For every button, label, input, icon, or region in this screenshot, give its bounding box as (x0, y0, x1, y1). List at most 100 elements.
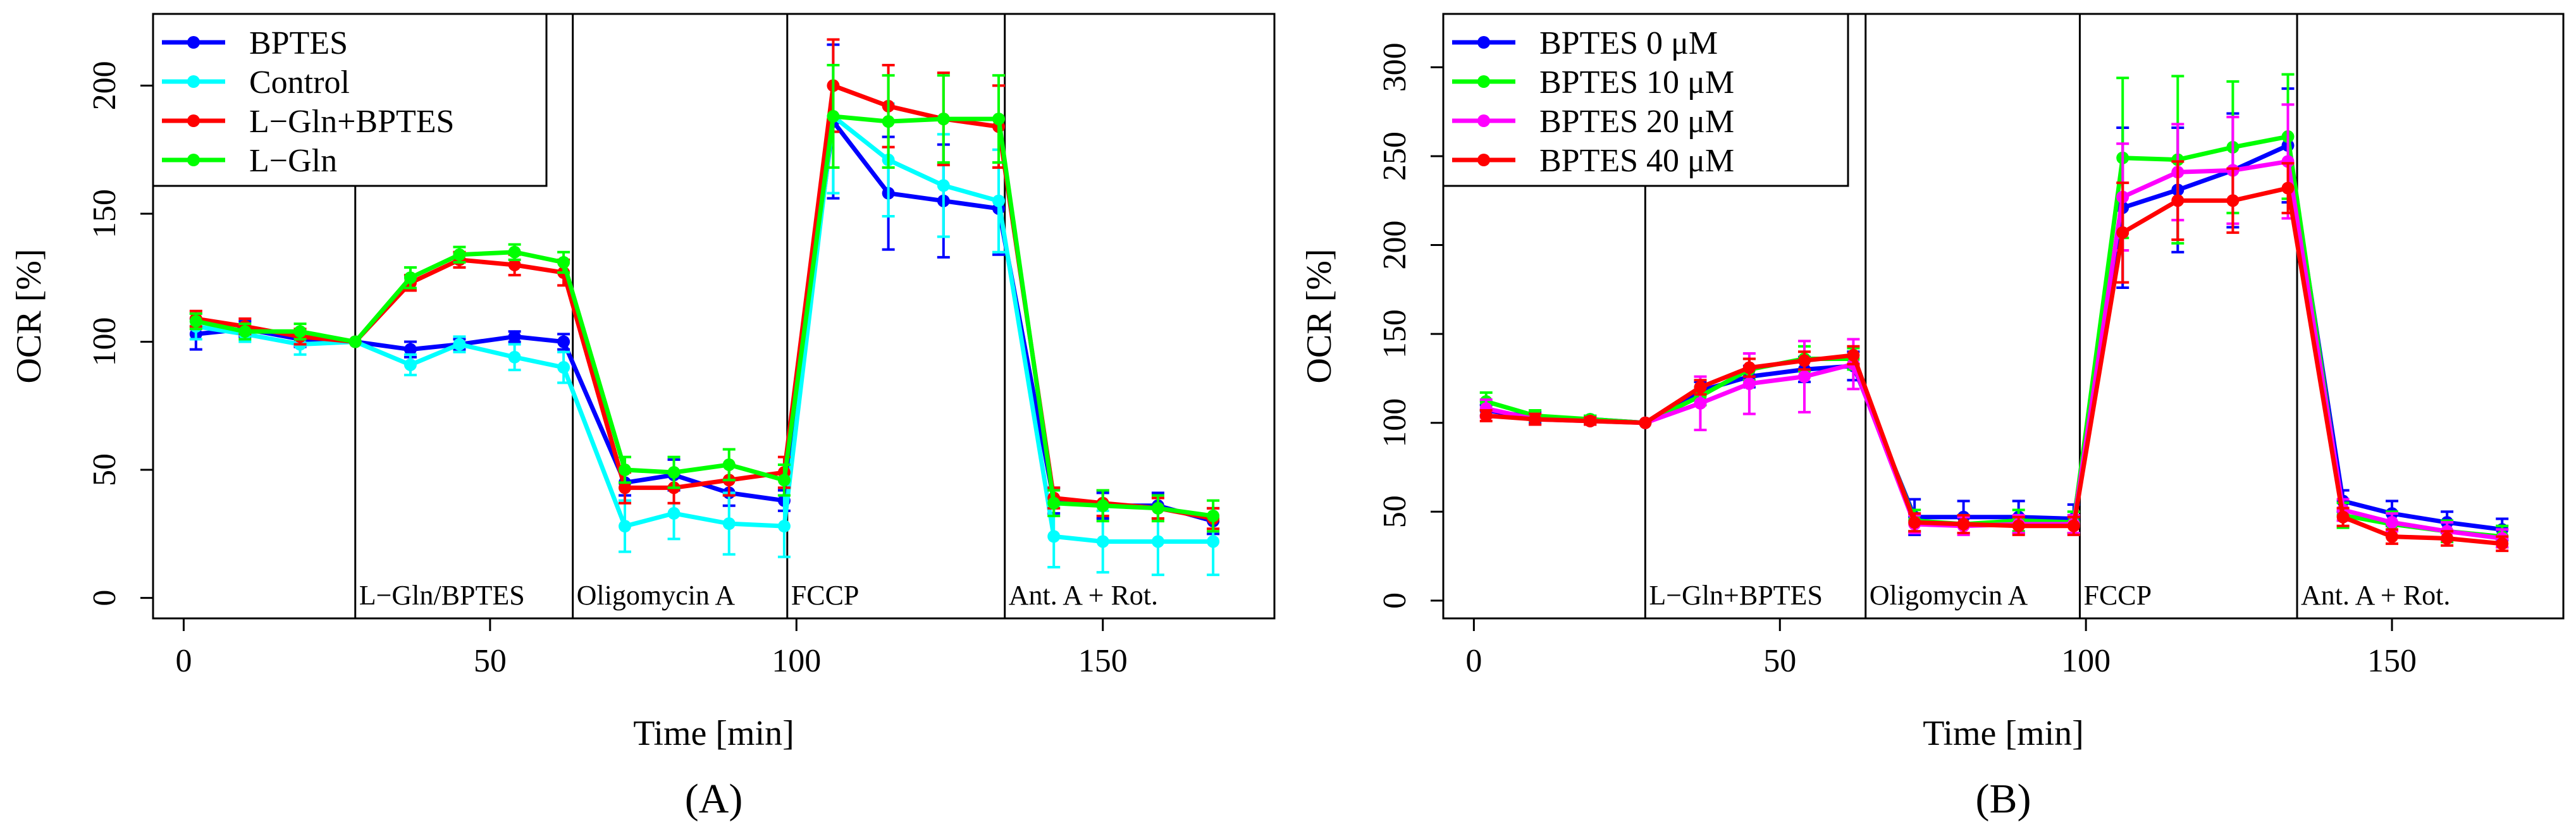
series-line (1486, 186, 2503, 546)
panel-a: 0 50 100 150 0 50 100 150 200 Time [min] OCR [%] (A… (9, 13, 1276, 822)
legend-label: L−Gln+BPTES (249, 104, 454, 140)
legend-swatch-point (187, 36, 200, 49)
legend-label: BPTES 0 μM (1539, 25, 1718, 61)
data-point (777, 520, 791, 533)
series-3 (189, 64, 1220, 533)
data-point (404, 358, 417, 371)
x-tick-label: 0 (175, 643, 192, 679)
data-point (1957, 517, 1970, 530)
injection-label: Ant. A + Rot. (1009, 580, 1158, 611)
legend-swatch-point (1477, 75, 1490, 88)
injection-label: L−Gln/BPTES (359, 580, 525, 611)
data-point (937, 179, 950, 192)
x-tick-label: 150 (2367, 643, 2417, 679)
series-line (195, 114, 1214, 544)
y-tick-label: 100 (1377, 398, 1413, 448)
data-point (1479, 409, 1493, 422)
legend-swatch-point (1477, 154, 1490, 166)
data-point (2386, 530, 2399, 543)
data-point (2116, 226, 2129, 239)
y-tick-label: 50 (1377, 495, 1413, 528)
data-point (937, 113, 950, 126)
data-point (722, 458, 736, 471)
data-point (619, 481, 632, 494)
series-line (195, 114, 1214, 518)
panel-label: (B) (1976, 776, 2031, 822)
y-tick-label: 100 (87, 317, 123, 367)
data-point (557, 255, 570, 269)
y-tick-label: 250 (1377, 132, 1413, 181)
panel-label: (A) (685, 776, 743, 822)
data-point (1047, 496, 1061, 510)
legend-label: BPTES 20 μM (1539, 104, 1734, 140)
legend-label: Control (249, 64, 350, 101)
series-3 (1479, 160, 2509, 553)
data-point (404, 343, 417, 356)
y-tick-label: 300 (1377, 42, 1413, 92)
legend-label: L−Gln (249, 143, 337, 179)
data-point (557, 361, 570, 374)
data-point (2281, 181, 2295, 195)
legend-swatch-point (187, 114, 200, 127)
data-point (722, 517, 736, 530)
y-tick-label: 150 (1377, 309, 1413, 359)
plot-frame (152, 13, 1276, 620)
series-line (1485, 134, 2503, 539)
data-point (2336, 510, 2350, 524)
data-point (2012, 519, 2025, 532)
data-point (293, 325, 307, 338)
data-point (1797, 370, 1811, 383)
data-point (508, 330, 521, 343)
data-point (1584, 414, 1597, 427)
injection-label: Ant. A + Rot. (2301, 580, 2450, 611)
injection-label: L−Gln+BPTES (1649, 580, 1823, 611)
data-point (1529, 413, 1542, 426)
data-point (827, 110, 840, 123)
injection-label: FCCP (791, 580, 860, 611)
y-axis-label: OCR [%] (9, 248, 49, 383)
y-tick-label: 200 (87, 61, 123, 110)
data-point (667, 506, 681, 520)
injection-label: Oligomycin A (577, 580, 736, 611)
data-point (508, 245, 521, 259)
data-point (453, 338, 466, 351)
injection-label: FCCP (2083, 580, 2152, 611)
data-point (1047, 530, 1061, 543)
series-line (1486, 143, 2503, 532)
y-tick-label: 0 (87, 590, 123, 606)
data-point (1742, 377, 1756, 390)
data-point (777, 474, 791, 487)
data-point (619, 520, 632, 533)
data-point (453, 248, 466, 261)
data-point (2226, 194, 2240, 207)
legend-label: BPTES 10 μM (1539, 64, 1734, 101)
legend-swatch-point (187, 75, 200, 88)
legend-swatch-point (187, 154, 200, 166)
data-point (189, 315, 202, 328)
data-point (992, 113, 1006, 126)
data-point (1694, 396, 1707, 410)
data-point (404, 271, 417, 285)
data-point (238, 325, 252, 338)
data-point (1151, 535, 1164, 548)
legend-label: BPTES 40 μM (1539, 143, 1734, 179)
x-tick-label: 50 (474, 643, 507, 679)
data-point (508, 350, 521, 364)
data-point (2067, 519, 2080, 532)
data-point (1797, 354, 1811, 367)
data-point (882, 115, 895, 128)
data-point (1096, 535, 1109, 548)
data-point (2171, 194, 2185, 207)
data-point (557, 335, 570, 348)
x-tick-label: 0 (1465, 643, 1482, 679)
data-point (667, 466, 681, 479)
legend-swatch-point (1477, 114, 1490, 127)
data-point (992, 194, 1006, 207)
x-axis-label: Time [min] (1923, 714, 2084, 753)
legend-swatch-point (1477, 36, 1490, 49)
data-point (1694, 381, 1707, 394)
data-point (1908, 516, 1921, 529)
data-point (2281, 155, 2295, 168)
data-point (1207, 535, 1220, 548)
